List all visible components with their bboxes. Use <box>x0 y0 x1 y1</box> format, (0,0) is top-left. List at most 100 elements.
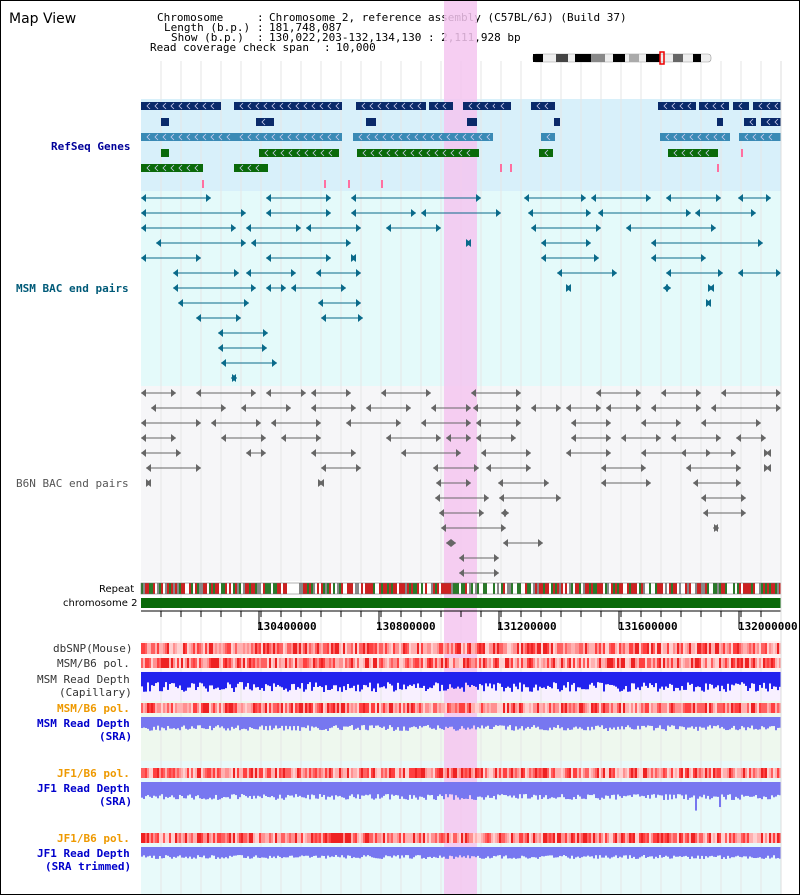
dbsnp-heat-cell <box>337 643 339 654</box>
track-label-msm-bac[interactable]: MSM BAC end pairs <box>16 282 129 295</box>
jf1-trimmed-depth-bar <box>769 847 771 859</box>
gene-strand-mark <box>154 133 159 141</box>
track-label-jf1-depth-sra[interactable]: JF1 Read Depth <box>37 782 130 795</box>
track-label-msm-b6-pol[interactable]: MSM/B6 pol. <box>57 657 130 670</box>
jf1-trimmed-depth-bar <box>285 847 287 858</box>
jf1-pol-heat-cell <box>695 768 697 778</box>
msm-pol-heat-cell <box>197 658 199 668</box>
gene-strand-mark <box>366 133 371 141</box>
msm-pol-heat-cell <box>525 658 527 668</box>
msm-sra-pol-heat-cell <box>207 703 209 713</box>
repeat-segment <box>269 583 271 594</box>
msm-sra-depth-bar <box>511 717 513 731</box>
jf1-pol-heat-cell <box>207 768 209 778</box>
jf1-sra-depth-bar <box>469 782 471 796</box>
msm-sra-pol-heat-cell <box>493 703 495 713</box>
b6n-bac-pair-end <box>596 404 601 412</box>
jf1-sra-depth-bar <box>551 782 553 798</box>
dbsnp-heat-cell <box>595 643 597 654</box>
track-label-jf1-depth-trimmed[interactable]: JF1 Read Depth <box>37 847 130 860</box>
gene-feature <box>717 118 723 126</box>
msm-capillary-depth-bar <box>467 672 469 686</box>
msm-capillary-depth-bar <box>765 672 767 689</box>
msm-pol-heat-cell <box>691 658 693 668</box>
jf1-sra-depth-bar <box>553 782 555 798</box>
jf1-sra-depth-bar <box>367 782 369 796</box>
jf1-pol2-heat-cell <box>245 833 247 843</box>
track-label-refseq[interactable]: RefSeq Genes <box>51 140 131 153</box>
msm-sra-pol-heat-cell <box>731 703 733 713</box>
msm-sra-depth-bar <box>295 717 297 731</box>
msm-capillary-depth-bar <box>325 672 327 686</box>
msm-pol-heat-cell <box>229 658 231 668</box>
msm-capillary-depth-bar <box>625 672 627 687</box>
chromosome-ideogram[interactable] <box>532 51 712 65</box>
jf1-trimmed-depth-bar <box>217 847 219 858</box>
track-label-msm-b6-pol-sra[interactable]: MSM/B6 pol. <box>57 702 130 715</box>
msm-pol-heat-cell <box>183 658 185 668</box>
dbsnp-heat-cell <box>659 643 661 654</box>
msm-sra-depth-bar <box>271 717 273 730</box>
jf1-pol2-heat-cell <box>565 833 567 843</box>
msm-sra-depth-bar <box>419 717 421 726</box>
msm-sra-depth-bar <box>225 717 227 731</box>
msm-sra-pol-heat-cell <box>523 703 525 713</box>
jf1-trimmed-depth-bar <box>155 847 157 859</box>
msm-pol-heat-cell <box>445 658 447 668</box>
dbsnp-heat-cell <box>681 643 683 654</box>
jf1-sra-depth-bar <box>445 782 447 795</box>
track-label-dbsnp[interactable]: dbSNP(Mouse) <box>53 642 133 655</box>
msm-capillary-depth-bar <box>705 672 707 684</box>
track-label-msm-depth-capillary[interactable]: MSM Read Depth <box>37 673 130 686</box>
dbsnp-heat-cell <box>625 643 627 654</box>
jf1-sra-depth-bar <box>641 782 643 796</box>
repeat-segment <box>733 583 735 594</box>
b6n-bac-pair-end <box>566 449 571 457</box>
msm-sra-depth-bar <box>423 717 425 727</box>
jf1-pol-heat-cell <box>321 768 323 778</box>
msm-sra-pol-heat-cell <box>249 703 251 713</box>
jf1-sra-depth-bar <box>349 782 351 796</box>
track-label-msm-depth-sra[interactable]: MSM Read Depth <box>37 717 130 730</box>
msm-pol-heat-cell <box>383 658 385 668</box>
gene-strand-mark <box>544 149 549 157</box>
repeat-segment <box>623 583 625 594</box>
msm-sra-depth-bar <box>153 717 155 727</box>
repeat-segment <box>479 583 481 594</box>
msm-sra-pol-heat-cell <box>675 703 677 713</box>
repeat-segment <box>149 583 151 594</box>
b6n-bac-pair-end <box>636 389 641 397</box>
jf1-sra-depth-bar <box>193 782 195 800</box>
msm-pol-heat-cell <box>253 658 255 668</box>
msm-sra-depth-bar <box>441 717 443 730</box>
jf1-pol2-heat-cell <box>681 833 683 843</box>
msm-sra-pol-heat-cell <box>221 703 223 713</box>
dbsnp-heat-cell <box>329 643 331 654</box>
msm-pol-heat-cell <box>227 658 229 668</box>
msm-capillary-depth-bar <box>209 672 211 686</box>
gene-strand-mark <box>484 102 489 110</box>
gene-strand-mark <box>414 133 419 141</box>
repeat-segment <box>177 583 179 594</box>
jf1-sra-depth-bar <box>363 782 365 796</box>
msm-sra-pol-heat-cell <box>499 703 501 713</box>
dbsnp-heat-cell <box>143 643 145 654</box>
jf1-trimmed-depth-bar <box>625 847 627 856</box>
msm-pol-heat-cell <box>215 658 217 668</box>
track-label-jf1-pol-2[interactable]: JF1/B6 pol. <box>57 832 130 845</box>
msm-sra-pol-heat-cell <box>631 703 633 713</box>
msm-sra-depth-bar <box>159 717 161 731</box>
jf1-pol-heat-cell <box>259 768 261 778</box>
jf1-pol2-heat-cell <box>707 833 709 843</box>
dbsnp-heat-cell <box>263 643 265 654</box>
jf1-pol-heat-cell <box>155 768 157 778</box>
track-label-jf1-pol[interactable]: JF1/B6 pol. <box>57 767 130 780</box>
jf1-pol-heat-cell <box>461 768 463 778</box>
msm-sra-depth-bar <box>599 717 601 728</box>
msm-pol-heat-cell <box>761 658 763 668</box>
jf1-pol-heat-cell <box>251 768 253 778</box>
dbsnp-heat-cell <box>431 643 433 654</box>
track-label-b6n-bac[interactable]: B6N BAC end pairs <box>16 477 129 490</box>
msm-sra-pol-heat-cell <box>419 703 421 713</box>
